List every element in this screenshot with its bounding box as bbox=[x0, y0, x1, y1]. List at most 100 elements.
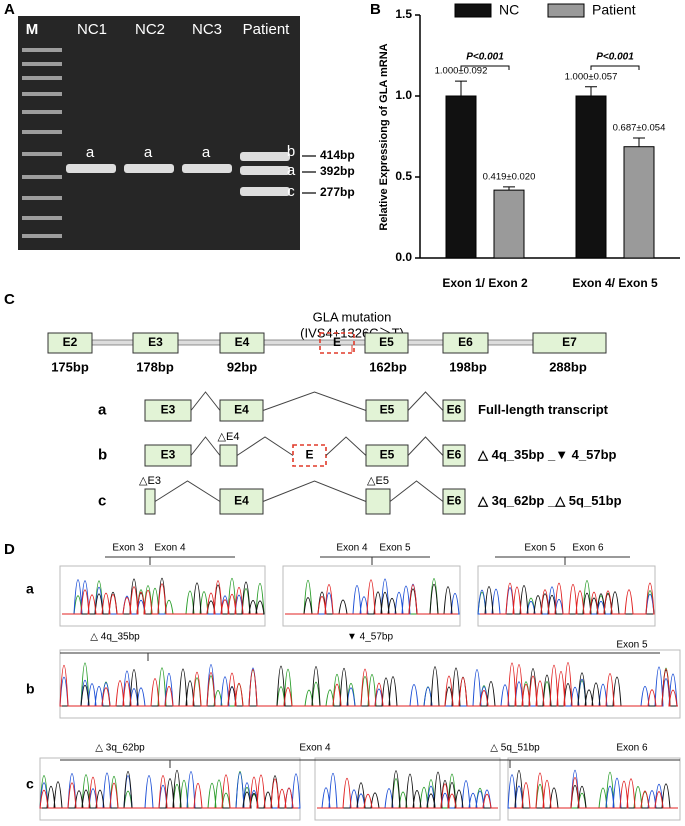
exon bbox=[144, 488, 156, 515]
exon-label: E7 bbox=[562, 335, 577, 349]
sequence-mark: △ 3q_62bp bbox=[95, 743, 145, 754]
exon-label: E5 bbox=[379, 335, 394, 349]
legend-label: Patient bbox=[592, 2, 636, 18]
exon-label: E3 bbox=[161, 403, 176, 417]
mutation-label: GLA mutation bbox=[313, 309, 392, 324]
exon-label: E4 bbox=[235, 335, 250, 349]
exon-label: E4 bbox=[234, 494, 249, 508]
trace bbox=[510, 772, 678, 809]
exon-label: E4 bbox=[234, 403, 249, 417]
band bbox=[124, 164, 174, 173]
trace bbox=[480, 582, 655, 615]
marker-band bbox=[22, 234, 62, 238]
exon bbox=[364, 332, 409, 354]
sequence-mark: Exon 6 bbox=[572, 543, 604, 554]
exon bbox=[219, 332, 265, 354]
size-arrows bbox=[302, 155, 316, 194]
exon bbox=[219, 444, 238, 467]
trace bbox=[317, 772, 498, 809]
size-label: 414bp bbox=[320, 148, 355, 162]
splice-line bbox=[407, 436, 444, 456]
size-label: 277bp bbox=[320, 185, 355, 199]
error-bar bbox=[633, 137, 645, 147]
y-tick-label: 0.0 bbox=[395, 250, 412, 264]
exon bbox=[132, 332, 179, 354]
junction-bracket bbox=[315, 759, 680, 768]
sequence-mark: Exon 4 bbox=[336, 543, 368, 554]
panel-label: D bbox=[4, 541, 15, 558]
significance-bracket bbox=[460, 65, 510, 70]
bar bbox=[493, 189, 525, 259]
exon-size: 288bp bbox=[549, 359, 587, 374]
row-label: b bbox=[26, 681, 35, 697]
value-label: 1.000±0.092 bbox=[435, 66, 488, 77]
exon bbox=[442, 399, 466, 422]
chromatogram bbox=[477, 565, 656, 627]
exon bbox=[442, 332, 489, 354]
sequence-mark: △ 5q_51bp bbox=[490, 743, 540, 754]
sequence-mark: ▼ 4_57bp bbox=[347, 632, 393, 643]
marker-band bbox=[22, 48, 62, 52]
band-label: b bbox=[287, 143, 295, 160]
band-label: c bbox=[287, 183, 295, 200]
marker-band bbox=[22, 175, 62, 179]
sequence-mark: Exon 4 bbox=[154, 543, 186, 554]
row-label: c bbox=[98, 492, 106, 509]
junction-bracket bbox=[495, 556, 630, 565]
exon bbox=[47, 332, 93, 354]
gel bbox=[18, 16, 300, 250]
exon-label: △E5 bbox=[367, 475, 389, 487]
band-label: a bbox=[86, 144, 95, 161]
y-axis-label: Relative Expressiong of GLA mRNA bbox=[378, 43, 390, 230]
error-bar bbox=[503, 186, 515, 191]
junction-bracket bbox=[105, 556, 235, 565]
exon-label: E2 bbox=[63, 335, 78, 349]
panel-label: C bbox=[4, 291, 15, 308]
lane-label: NC3 bbox=[192, 21, 222, 38]
y-tick-label: 0.5 bbox=[395, 169, 412, 183]
exon-label: E6 bbox=[458, 335, 473, 349]
row-label: a bbox=[98, 401, 107, 418]
lane-label: NC1 bbox=[77, 21, 107, 38]
marker-band bbox=[22, 216, 62, 220]
junction-bracket bbox=[320, 556, 430, 565]
row-label: c bbox=[26, 776, 34, 792]
panel-label: B bbox=[370, 1, 381, 18]
annotation: P<0.001 bbox=[596, 52, 634, 63]
sequence-mark: Exon 5 bbox=[616, 640, 648, 651]
splice-line bbox=[389, 480, 444, 502]
band bbox=[182, 164, 232, 173]
exon bbox=[442, 488, 466, 515]
trace bbox=[285, 579, 458, 615]
lane-label: NC2 bbox=[135, 21, 165, 38]
band-label: a bbox=[202, 144, 211, 161]
exon bbox=[532, 332, 607, 354]
exon-label: E5 bbox=[380, 403, 395, 417]
row-note: △ 3q_62bp _△ 5q_51bp bbox=[477, 493, 622, 508]
splice-line bbox=[154, 480, 221, 502]
exon-label: E3 bbox=[161, 448, 176, 462]
band bbox=[66, 164, 116, 173]
exon-size: 92bp bbox=[227, 359, 257, 374]
splice-line bbox=[262, 480, 367, 502]
sequence-mark: Exon 3 bbox=[112, 543, 144, 554]
sequence-mark: Exon 5 bbox=[379, 543, 411, 554]
panel-label: A bbox=[4, 1, 15, 18]
marker-band bbox=[22, 76, 62, 80]
x-tick-label: Exon 1/ Exon 2 bbox=[442, 276, 528, 290]
lane-label: Patient bbox=[243, 21, 291, 38]
value-label: 0.687±0.054 bbox=[613, 122, 666, 133]
exon-label: E6 bbox=[447, 403, 462, 417]
band-label: a bbox=[144, 144, 153, 161]
junction-bracket bbox=[60, 652, 660, 661]
exon-label: △E4 bbox=[218, 431, 240, 443]
intron-exon bbox=[319, 332, 355, 354]
exon-size: 198bp bbox=[449, 359, 487, 374]
splice-line bbox=[407, 391, 444, 411]
legend-swatch bbox=[454, 3, 492, 18]
chromatogram bbox=[507, 757, 681, 821]
splice-line bbox=[262, 391, 367, 411]
exon-label: △E3 bbox=[139, 475, 161, 487]
bar bbox=[623, 146, 655, 259]
